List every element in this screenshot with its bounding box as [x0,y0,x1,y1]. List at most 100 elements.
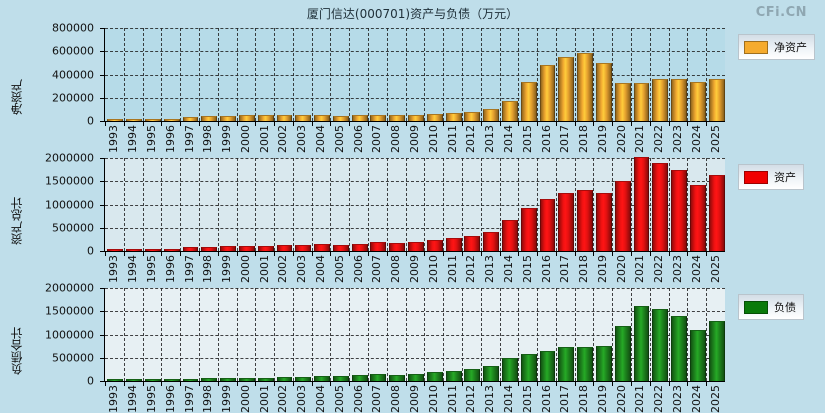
x-tick [405,381,407,386]
x-tick-label: 2015 [520,255,534,283]
bar [351,115,368,121]
x-tick [706,251,708,256]
x-tick-label: 1999 [220,255,234,283]
bar [182,116,199,121]
bar [464,111,481,121]
x-tick [631,121,633,126]
y-tick-label: 0 [87,374,94,388]
gridline-horizontal [105,204,725,206]
x-tick-label: 2001 [257,125,271,153]
gridline-vertical [161,288,163,381]
gridline-vertical [631,28,633,121]
x-tick-label: 2020 [614,385,628,413]
x-tick-label: 1997 [182,125,196,153]
bar [539,350,556,381]
gridline-vertical [555,158,557,251]
x-tick [687,251,689,256]
legend-swatch-icon [744,300,768,314]
x-tick-label: 2017 [558,255,572,283]
gridline-vertical [349,158,351,251]
bar [614,181,631,251]
y-tick-label: 1000000 [45,198,94,211]
x-tick-label: 2006 [351,125,365,153]
legend-1[interactable]: 净资产 [738,34,815,60]
gridline-vertical [537,288,539,381]
gridline-vertical [274,288,276,381]
gridline-vertical [443,288,445,381]
legend-2[interactable]: 资产 [738,164,804,190]
legend-swatch-icon [744,170,768,184]
y-tick [100,357,105,359]
x-tick-label: 2005 [332,125,346,153]
y-tick [100,288,105,289]
gridline-vertical [386,158,388,251]
gridline-vertical [612,288,614,381]
bar [445,113,462,121]
legend-3[interactable]: 负债 [738,294,804,320]
gridline-vertical [668,288,670,381]
x-tick [105,121,106,126]
bar [332,115,349,121]
x-tick [537,251,539,256]
y-tick-label: 1500000 [45,304,94,318]
gridline-vertical [537,28,539,121]
gridline-vertical [480,158,482,251]
x-tick-label: 2025 [708,255,722,283]
x-tick-label: 1993 [107,255,121,283]
x-tick-label: 2011 [445,385,459,413]
x-tick [649,121,651,126]
x-tick-label: 2003 [295,385,309,413]
x-tick-label: 2000 [238,385,252,413]
bar [145,118,161,121]
x-tick-label: 2021 [633,255,647,283]
x-tick [537,121,539,126]
gridline-vertical [180,158,182,251]
gridline-vertical [687,288,689,381]
bar [671,170,687,251]
x-tick-label: 2019 [595,255,609,283]
gridline-horizontal [105,181,725,183]
gridline-vertical [612,158,614,251]
gridline-vertical [368,158,370,251]
gridline-vertical [518,158,520,251]
gridline-vertical [198,288,200,381]
gridline-vertical [217,288,219,381]
x-tick-label: 1998 [201,125,215,153]
x-tick [161,381,163,386]
x-tick-label: 2017 [558,125,572,153]
gridline-vertical [236,158,238,251]
gridline-vertical [311,28,313,121]
gridline-vertical [368,28,370,121]
gridline-vertical [649,28,651,121]
x-tick-label: 1998 [201,255,215,283]
gridline-vertical [443,28,445,121]
bar [501,220,518,251]
gridline-vertical [480,288,482,381]
x-tick-label: 2007 [370,255,384,283]
x-tick-label: 1994 [126,125,140,153]
x-tick-label: 2001 [257,385,271,413]
x-tick-label: 2003 [295,255,309,283]
gridline-vertical [405,28,407,121]
x-tick-label: 1999 [220,385,234,413]
x-tick [480,251,482,256]
gridline-vertical [161,158,163,251]
x-tick-label: 2012 [464,125,478,153]
legend-swatch-icon [744,40,768,54]
x-tick-label: 2018 [577,125,591,153]
bar [614,326,631,381]
x-tick [311,121,313,126]
bar [332,376,349,381]
bar [220,115,237,121]
x-tick-label: 2001 [257,255,271,283]
y-tick-label: 800000 [52,21,94,35]
x-tick [198,381,200,386]
x-tick-label: 1998 [201,385,215,413]
x-tick [649,251,651,256]
gridline-horizontal [105,288,725,289]
x-tick [311,251,313,256]
gridline-vertical [499,288,501,381]
gridline-vertical [537,158,539,251]
y-tick-label: 0 [87,114,94,128]
x-tick-label: 2018 [577,255,591,283]
